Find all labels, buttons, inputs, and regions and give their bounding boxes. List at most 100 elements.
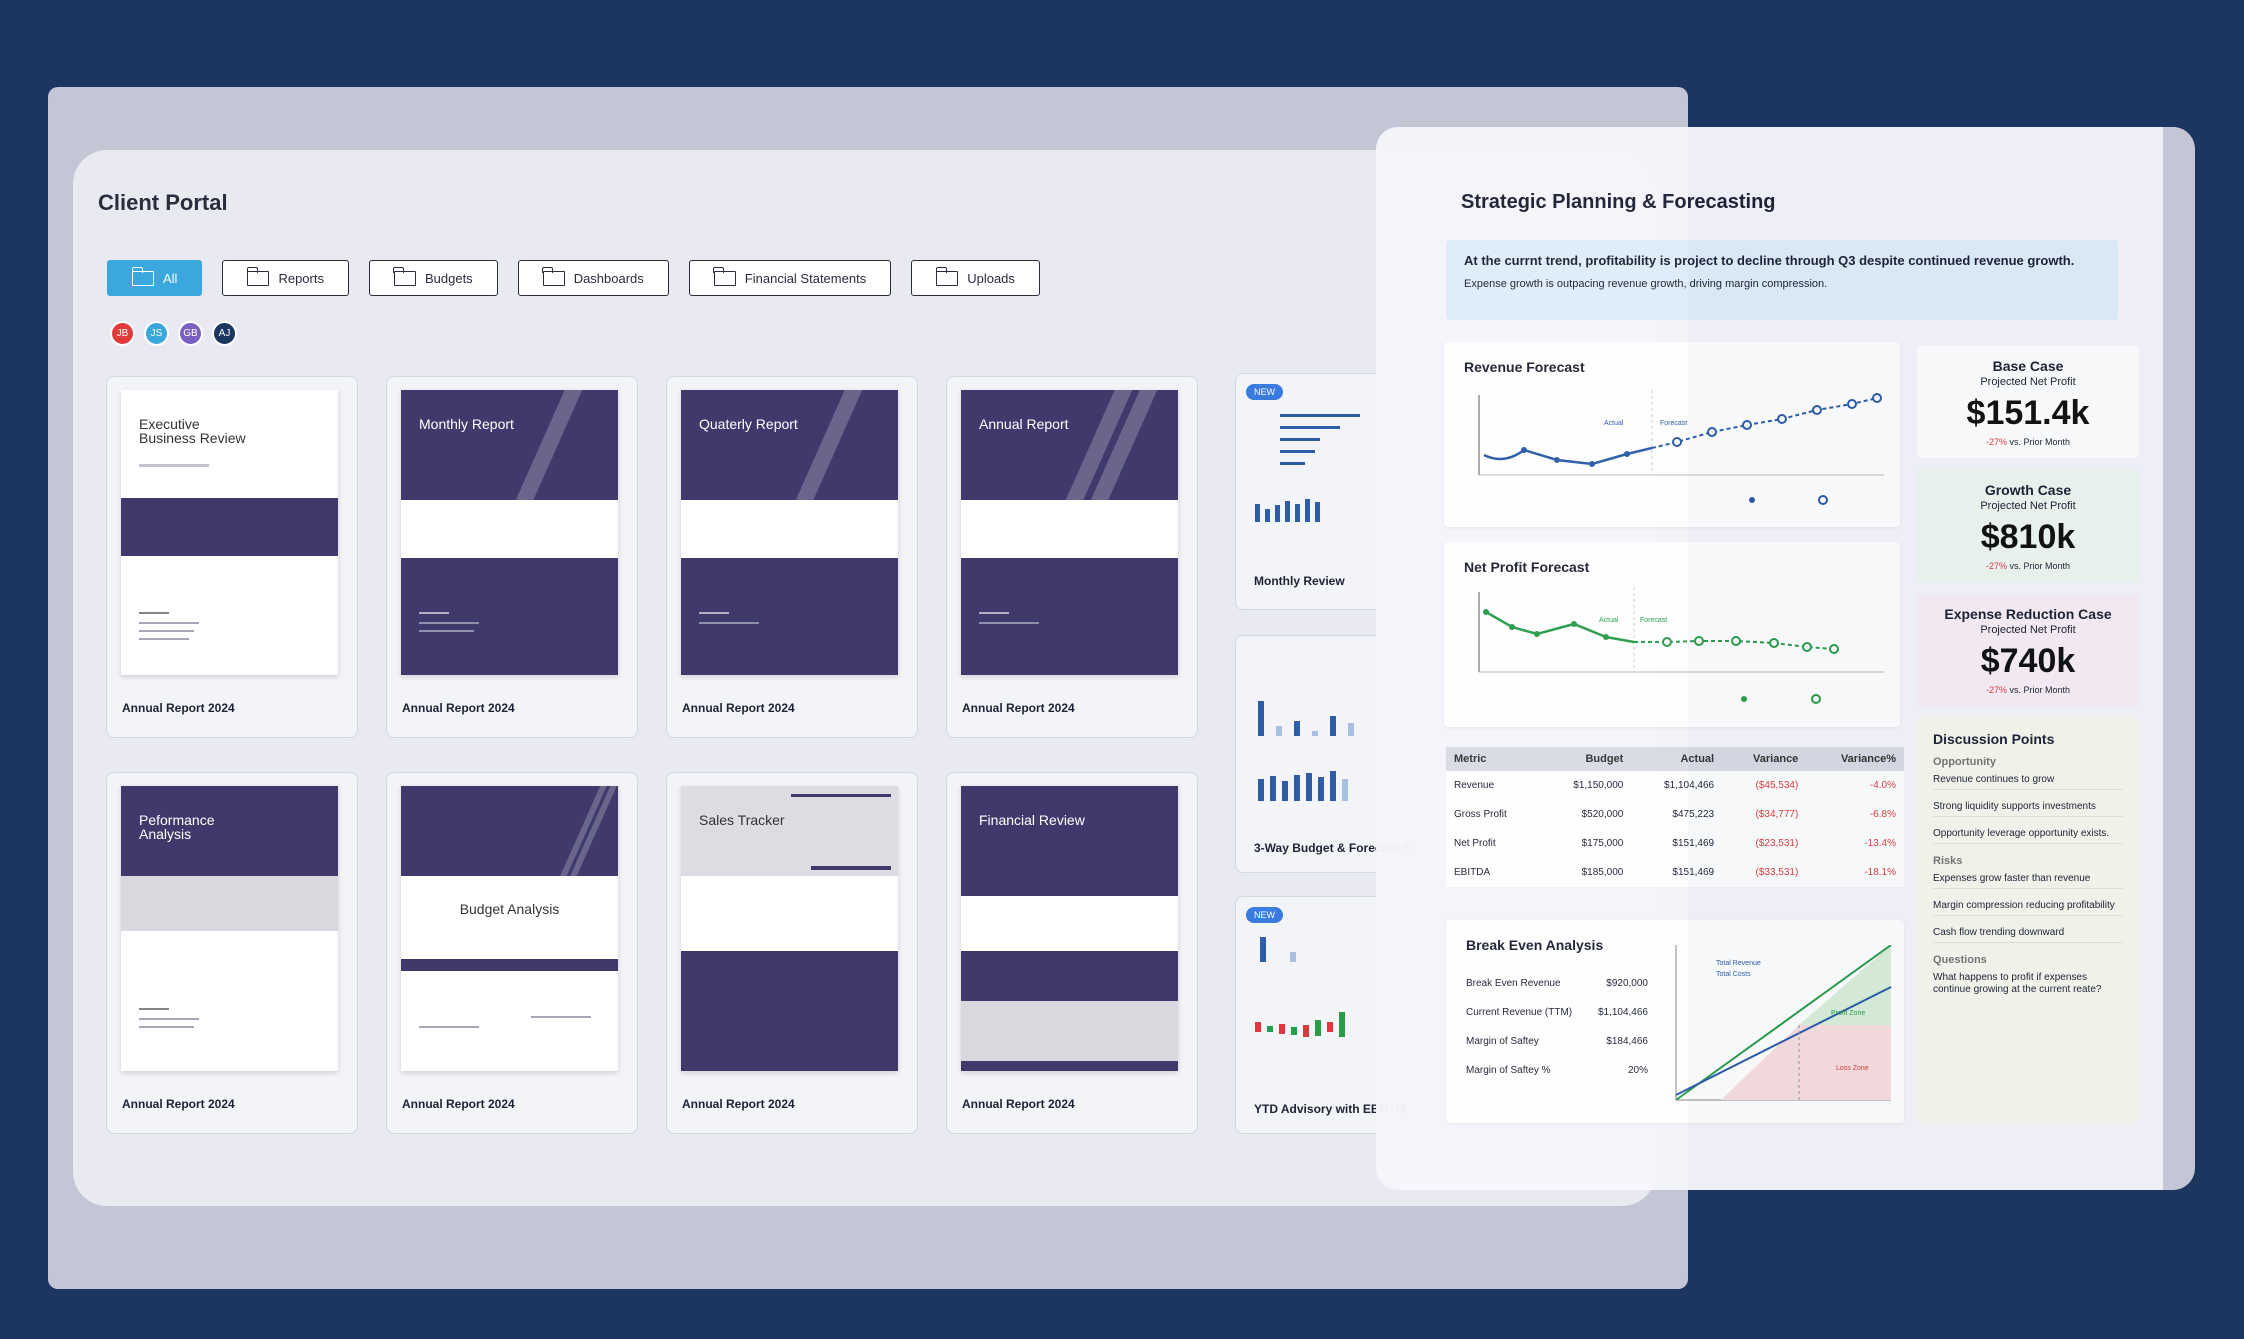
col-header: Variance% [1806, 747, 1904, 771]
tab-financial-statements[interactable]: Financial Statements [688, 260, 892, 296]
kpi-title: Expense Reduction Case [1944, 606, 2112, 622]
kpi-value: $740k [1980, 642, 2076, 680]
kpi-title: Growth Case [1984, 482, 2072, 498]
net-profit-forecast-panel: Net Profit Forecast Actual Forecast [1444, 542, 1900, 727]
panel-title: Break Even Analysis [1466, 937, 1604, 953]
discussion-item: Cash flow trending downward [1933, 927, 2123, 943]
window-edge [2163, 127, 2195, 1190]
tab-uploads[interactable]: Uploads [911, 260, 1040, 296]
legend-total-costs: Total Costs [1716, 971, 1751, 978]
discussion-item: What happens to profit if expenses conti… [1933, 972, 2102, 995]
avatar[interactable]: JB [110, 321, 135, 346]
section-heading: Questions [1933, 954, 1987, 966]
avatar[interactable]: GB [178, 321, 203, 346]
folder-icon [542, 266, 565, 286]
profit-zone-label: Profit Zone [1831, 1010, 1865, 1017]
report-cover: Annual Report [961, 390, 1178, 675]
loss-zone-label: Loss Zone [1836, 1065, 1869, 1072]
table-row: Net Profit $175,000 $151,469 ($23,531) -13.4… [1454, 838, 1896, 849]
tab-label: All [163, 270, 178, 286]
tab-reports[interactable]: Reports [222, 260, 349, 296]
filter-tabs: All Reports Budgets Dashboards Financial… [107, 260, 1040, 296]
alert-sub: Expense growth is outpacing revenue grow… [1464, 278, 1828, 290]
card-label: Annual Report 2024 [682, 1097, 795, 1111]
cover-title: Executive Business Review [139, 416, 246, 446]
revenue-chart: Actual Forecast [1478, 390, 1884, 505]
insight-alert: At the currnt trend, profitability is pr… [1446, 240, 2118, 320]
tab-dashboards[interactable]: Dashboards [517, 260, 669, 296]
report-card[interactable]: Sales Tracker Annual Report 2024 [666, 772, 918, 1134]
legend-actual: Actual [1599, 617, 1619, 624]
discussion-points: Discussion Points Opportunity Revenue co… [1917, 717, 2139, 1123]
table-row: Gross Profit $520,000 $475,223 ($34,777) -6.… [1454, 809, 1896, 820]
kpi-delta: -27% vs. Prior Month [1985, 685, 2071, 695]
report-grid: Executive Business Review Annual Report … [106, 376, 1198, 1134]
discussion-item: Revenue continues to grow [1933, 774, 2123, 790]
discussion-item: Opportunity leverage opportunity exists. [1933, 828, 2123, 844]
kpi-title: Base Case [1992, 358, 2064, 374]
dashboard-card-label: 3-Way Budget & Forecast S [1254, 841, 1411, 855]
table-header-row: Metric Budget Actual Variance Variance% [1446, 747, 1904, 771]
avatar[interactable]: JS [144, 321, 169, 346]
report-card[interactable]: Monthly Report Annual Report 2024 [386, 376, 638, 738]
dashboard-card-label: YTD Advisory with EBITDA [1254, 1102, 1408, 1116]
window-title: Strategic Planning & Forecasting [1461, 191, 1776, 213]
report-card[interactable]: Peformance Analysis Annual Report 2024 [106, 772, 358, 1134]
card-label: Annual Report 2024 [402, 1097, 515, 1111]
tab-all[interactable]: All [107, 260, 203, 296]
cover-title: Budget Analysis [459, 901, 560, 917]
card-label: Annual Report 2024 [962, 701, 1075, 715]
alert-main: At the currnt trend, profitability is pr… [1464, 253, 2075, 268]
break-even-chart: Total Revenue Total Costs Profit Zone Lo… [1675, 945, 1892, 1101]
folder-icon [713, 266, 736, 286]
report-cover: Financial Review [961, 786, 1178, 1071]
report-card[interactable]: Annual Report Annual Report 2024 [946, 376, 1198, 738]
new-badge: NEW [1246, 907, 1283, 923]
new-badge: NEW [1246, 384, 1283, 400]
col-header: Metric [1446, 747, 1541, 771]
card-label: Annual Report 2024 [122, 1097, 235, 1111]
be-row: Break Even Revenue $920,000 [1466, 978, 1648, 989]
kpi-base-case[interactable]: Base Case Projected Net Profit $151.4k -… [1917, 346, 2139, 458]
report-cover: Quaterly Report [681, 390, 898, 675]
cover-title: Monthly Report [419, 416, 514, 432]
page-title: Client Portal [98, 190, 228, 215]
legend-total-revenue: Total Revenue [1716, 960, 1761, 967]
col-header: Budget [1540, 747, 1632, 771]
card-label: Annual Report 2024 [122, 701, 235, 715]
legend-forecast: Forecast [1660, 420, 1687, 427]
strategic-planning-window: Strategic Planning & Forecasting At the … [1376, 127, 2194, 1190]
table-row: EBITDA $185,000 $151,469 ($33,531) -18.1% [1454, 867, 1896, 878]
card-label: Annual Report 2024 [962, 1097, 1075, 1111]
card-label: Annual Report 2024 [402, 701, 515, 715]
legend-forecast: Forecast [1640, 617, 1667, 624]
variance-table: Metric Budget Actual Variance Variance% … [1446, 747, 1904, 887]
report-card[interactable]: Executive Business Review Annual Report … [106, 376, 358, 738]
report-card[interactable]: Quaterly Report Annual Report 2024 [666, 376, 918, 738]
be-row: Margin of Saftey $184,466 [1466, 1036, 1648, 1047]
report-card[interactable]: Budget Analysis Annual Report 2024 [386, 772, 638, 1134]
be-row: Margin of Saftey % 20% [1466, 1065, 1648, 1076]
tab-label: Budgets [424, 270, 473, 286]
col-header: Actual [1631, 747, 1723, 771]
kpi-growth-case[interactable]: Growth Case Projected Net Profit $810k -… [1917, 470, 2139, 582]
revenue-forecast-panel: Revenue Forecast Actual Forecast [1444, 342, 1900, 527]
avatar[interactable]: AJ [212, 321, 237, 346]
report-cover: Sales Tracker [681, 786, 898, 1071]
discussion-item: Margin compression reducing profitabilit… [1933, 900, 2123, 916]
tab-label: Dashboards [573, 270, 644, 286]
tab-budgets[interactable]: Budgets [368, 260, 498, 296]
dashboard-card-label: Monthly Review [1254, 574, 1345, 588]
col-header: Variance [1722, 747, 1807, 771]
cover-title: Quaterly Report [699, 416, 798, 432]
kpi-subtitle: Projected Net Profit [1980, 500, 2076, 512]
discussion-item: Strong liquidity supports investments [1933, 801, 2123, 817]
tab-label: Reports [278, 270, 324, 286]
kpi-delta: -27% vs. Prior Month [1985, 437, 2071, 447]
user-avatars: JB JS GB AJ [110, 321, 237, 346]
report-card[interactable]: Financial Review Annual Report 2024 [946, 772, 1198, 1134]
tab-label: Uploads [967, 270, 1015, 286]
discussion-item: Expenses grow faster than revenue [1933, 873, 2123, 889]
kpi-subtitle: Projected Net Profit [1980, 624, 2076, 636]
kpi-expense-reduction-case[interactable]: Expense Reduction Case Projected Net Pro… [1917, 594, 2139, 706]
